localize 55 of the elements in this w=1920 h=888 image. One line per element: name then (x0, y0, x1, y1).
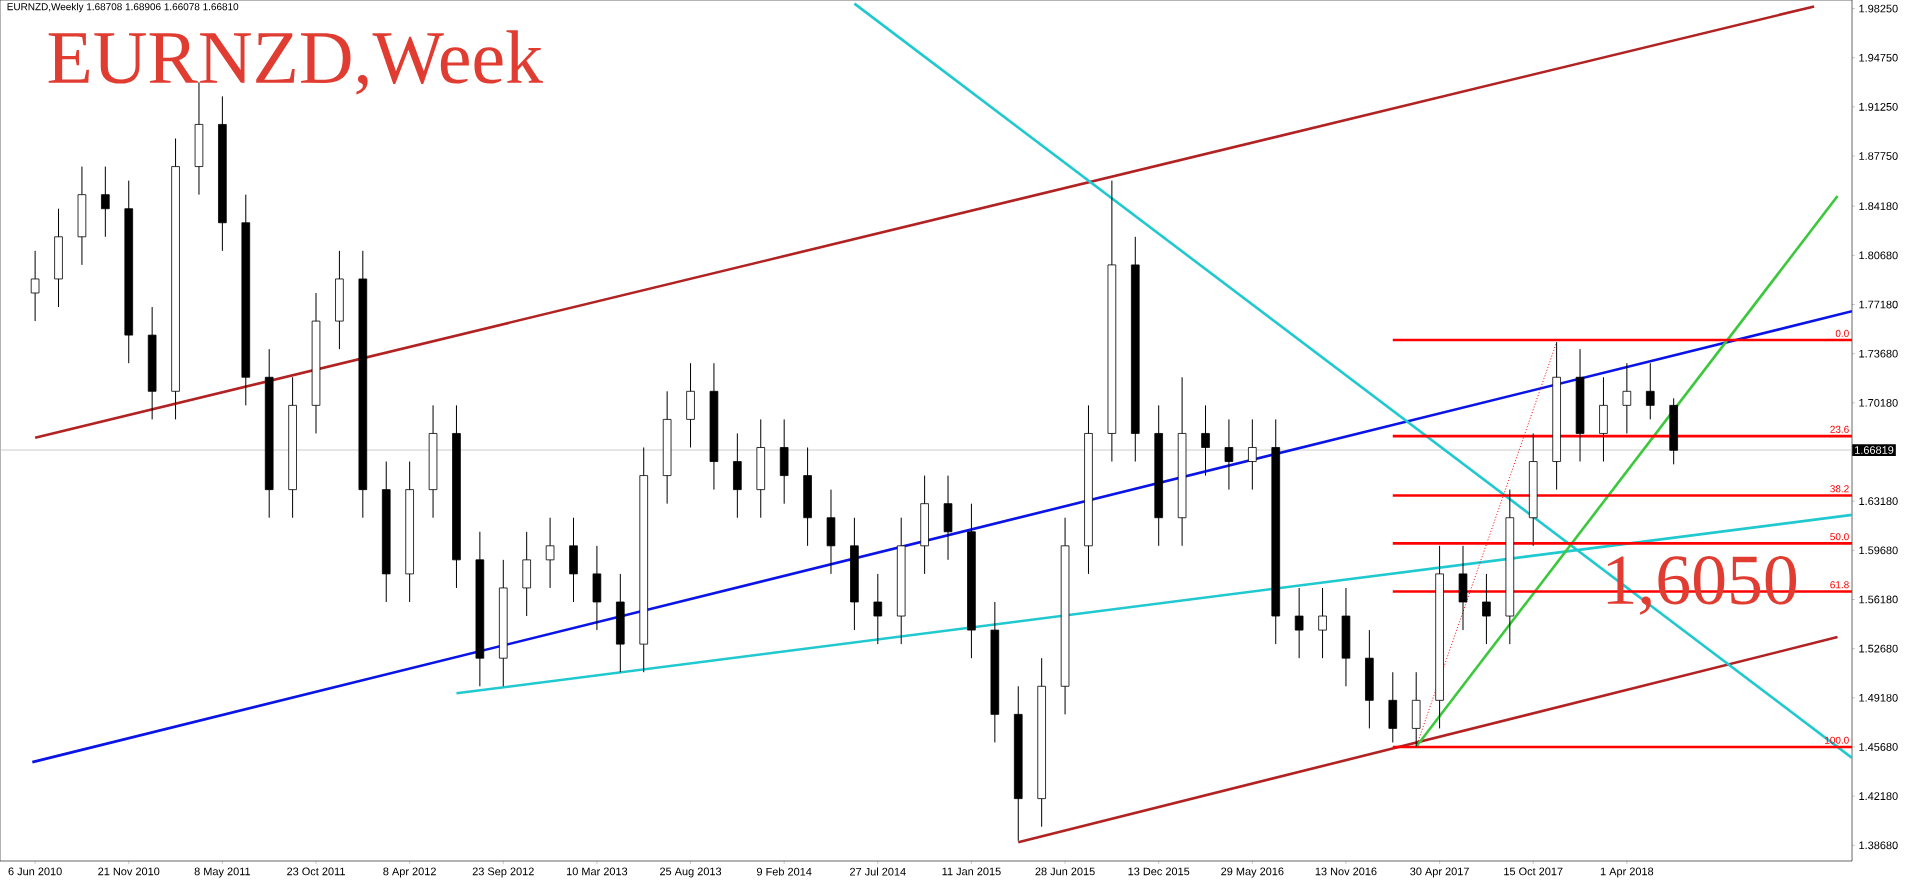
candlestick (1248, 418, 1257, 491)
candlestick (30, 250, 40, 322)
annotation: 23.6 (1830, 425, 1849, 433)
annotation: 50.0 (1830, 533, 1849, 541)
annotation: 61.8 (1830, 581, 1849, 589)
y-tick-label: 1.91250 (1859, 103, 1898, 111)
x-tick-label: 30 Apr 2017 (1410, 867, 1469, 878)
candlestick (545, 517, 555, 589)
x-tick-label: 13 Dec 2015 (1128, 867, 1190, 876)
y-tick-label: 1.52680 (1859, 644, 1898, 653)
x-tick-label: 11 Jan 2015 (942, 867, 1001, 876)
candlestick (1622, 362, 1632, 434)
x-tick-label: 6 Jun 2010 (8, 867, 62, 876)
y-tick-label: 1.56180 (1859, 595, 1898, 604)
y-tick-label: 1.38680 (1859, 841, 1898, 850)
annotation: 0.0 (1835, 329, 1849, 337)
x-tick-label: 8 Apr 2012 (383, 867, 436, 878)
candlestick (1318, 587, 1327, 659)
x-tick-label: 21 Nov 2010 (98, 867, 160, 876)
x-tick-label: 9 Feb 2014 (756, 867, 812, 876)
candlestick (1294, 587, 1304, 659)
x-tick-label: 29 May 2016 (1221, 867, 1284, 878)
y-tick-label: 1.87750 (1859, 152, 1898, 160)
ref-line-label: 1.66819 (1855, 446, 1894, 454)
y-tick-label: 1.42180 (1859, 792, 1898, 800)
x-tick-label: 13 Nov 2016 (1315, 867, 1377, 876)
x-tick-label: 27 Jul 2014 (850, 867, 906, 876)
y-tick-label: 1.73680 (1859, 349, 1898, 358)
x-tick-label: 15 Oct 2017 (1504, 867, 1563, 876)
annotation: EURNZD,Weekly 1.68708 1.68906 1.66078 1.66810 (7, 2, 239, 13)
y-tick-label: 1.80680 (1859, 251, 1898, 260)
y-tick-label: 1.63180 (1859, 497, 1898, 506)
x-tick-label: 28 Jun 2015 (1035, 867, 1095, 876)
y-tick-label: 1.49180 (1859, 693, 1898, 702)
y-tick-label: 1.59680 (1859, 546, 1898, 555)
chart-title: EURNZD,Week (48, 30, 543, 95)
candlestick (1201, 404, 1210, 477)
x-tick-label: 1 Apr 2018 (1600, 867, 1654, 878)
annotation: 38.2 (1830, 485, 1849, 493)
candlestick (101, 166, 110, 238)
x-tick-label: 8 May 2011 (194, 867, 251, 878)
y-tick-label: 1.70180 (1859, 398, 1898, 407)
y-tick-label: 1.94750 (1859, 53, 1898, 62)
candlestick (1482, 573, 1491, 645)
x-tick-label: 10 Mar 2013 (566, 867, 628, 876)
candlestick (1645, 362, 1655, 420)
y-tick-label: 1.98250 (1859, 4, 1898, 13)
y-tick-label: 1.84180 (1859, 202, 1898, 211)
x-tick-label: 25 Aug 2013 (660, 867, 722, 878)
x-tick-label: 23 Oct 2011 (287, 867, 345, 876)
x-tick-label: 23 Sep 2012 (472, 867, 534, 878)
candlestick (873, 573, 883, 645)
y-tick-label: 1.45680 (1859, 743, 1898, 751)
candlestick (1224, 418, 1234, 491)
y-tick-label: 1.77180 (1859, 300, 1898, 309)
